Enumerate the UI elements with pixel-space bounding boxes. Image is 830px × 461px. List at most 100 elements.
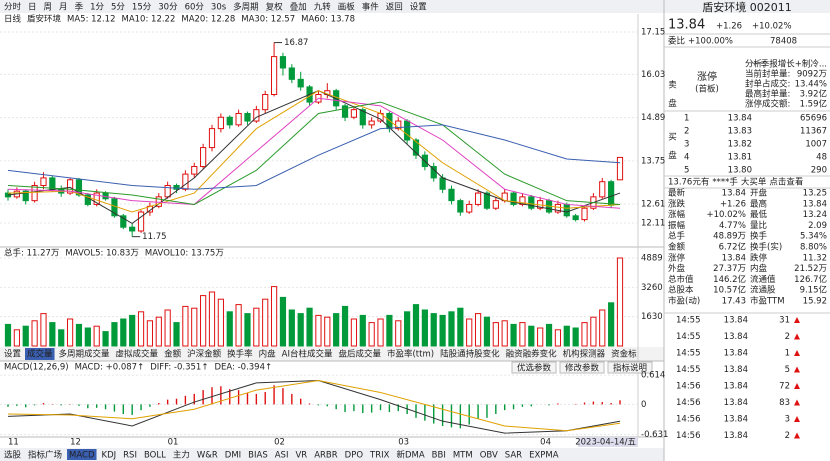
indicator-tab[interactable]: 虚拟成交量 [116, 349, 159, 360]
volume-bar [306, 307, 313, 347]
big-order: ****手 [712, 177, 738, 188]
buy-level: 3 [684, 140, 689, 150]
bottom-tab[interactable]: KDJ [102, 451, 117, 461]
macd-button[interactable] [559, 361, 605, 374]
bottom-tab[interactable]: BIAS [248, 451, 268, 461]
volume-bar [616, 257, 624, 347]
volume-bar [421, 309, 428, 347]
macd-button-label[interactable]: 指标说明 [613, 363, 647, 374]
candle-body [288, 67, 295, 80]
indicator-tab[interactable]: 多周期成交量 [59, 349, 111, 360]
toolbar-button[interactable]: 60分 [185, 3, 205, 13]
bottom-tab[interactable]: DMI [225, 451, 241, 461]
bottom-tab[interactable]: VR [295, 451, 307, 461]
buy-volume: 290 [811, 166, 827, 176]
toolbar-button[interactable]: 日 [28, 3, 37, 13]
volume-bar [474, 313, 482, 347]
volume-legend: MAVOL10: 13.75万 [145, 249, 224, 259]
macd-button[interactable] [607, 361, 653, 374]
bottom-tab[interactable]: DPO [345, 451, 364, 461]
bottom-tab[interactable]: 新DMA [396, 450, 424, 461]
volume-bar [528, 325, 535, 347]
indicator-tab[interactable]: 陆股通持股变化 [440, 349, 500, 360]
bottom-tab[interactable]: W&R [197, 451, 218, 461]
indicator-tab[interactable]: 融资融券变化 [506, 349, 558, 360]
toolbar-button[interactable]: 复权 [266, 2, 284, 13]
indicator-tab[interactable]: AI台柱成交量 [282, 349, 333, 360]
tab-active [25, 348, 55, 360]
indicator-tab[interactable]: 盘后成交量 [338, 349, 381, 360]
toolbar-button[interactable]: 事件 [362, 2, 380, 13]
bottom-tab[interactable]: SAR [505, 451, 522, 461]
volume-bar [244, 313, 251, 347]
toolbar-button[interactable]: 设置 [410, 2, 428, 13]
candle-body [120, 215, 127, 228]
bottom-tab[interactable]: ARBR [314, 451, 338, 461]
toolbar-button[interactable]: 叠加 [290, 2, 307, 13]
candle-body [40, 177, 47, 186]
macd-button[interactable] [511, 361, 557, 374]
bottom-tab[interactable]: BOLL [144, 451, 166, 461]
indicator-tab[interactable]: 沪深金额 [187, 349, 222, 360]
toolbar-button[interactable]: 5分 [111, 3, 125, 13]
toolbar-button[interactable]: 30分 [158, 3, 178, 13]
toolbar-button[interactable]: 1分 [90, 3, 104, 13]
stat-label: 市盈TTM [750, 296, 785, 307]
toolbar-button[interactable]: 画板 [338, 2, 356, 13]
macd-button-label[interactable]: 修改参数 [565, 363, 600, 374]
diff-line [7, 380, 621, 434]
toolbar-button[interactable]: 多周期 [233, 2, 259, 13]
indicator-tab[interactable]: 成交量 [27, 349, 53, 360]
tick-time: 14:55 [676, 316, 701, 326]
legend-text: 盾安环境 [27, 14, 62, 25]
volume-bar [359, 314, 366, 347]
toolbar-button[interactable]: 30s [211, 3, 227, 13]
bottom-tab[interactable]: RSI [123, 451, 137, 461]
wb: +100.00% [688, 37, 733, 47]
toolbar-button[interactable]: 月 [59, 3, 68, 13]
macd-button-label[interactable]: 优选参数 [517, 363, 552, 374]
volume-bar [572, 327, 579, 347]
tab-active [67, 449, 97, 460]
tick-time: 14:56 [676, 431, 701, 441]
indicator-tab[interactable]: 市盈率(ttm) [387, 349, 434, 360]
toolbar-button[interactable]: 15分 [132, 3, 152, 13]
volume-bar [226, 311, 233, 347]
tick-arrow [794, 383, 800, 389]
volume-bar [84, 327, 91, 347]
tick-arrow [794, 333, 800, 340]
bottom-tab[interactable]: MACD [69, 451, 95, 461]
toolbar-button[interactable]: 分时 [4, 2, 22, 13]
bottom-tab[interactable]: BBI [432, 451, 446, 461]
x-tick-label: 11 [8, 438, 19, 448]
volume-bar [324, 316, 331, 347]
toolbar-button[interactable]: 季 [75, 2, 84, 13]
bottom-tab[interactable]: ASI [275, 451, 289, 461]
stat-value: 8.80% [800, 243, 827, 253]
big-order[interactable]: 点击查看 [769, 177, 803, 188]
indicator-tab[interactable]: 资金标 [611, 349, 637, 360]
indicator-tab[interactable]: 金额 [164, 349, 182, 360]
candle-body [483, 192, 491, 209]
bottom-tab[interactable]: MTM [453, 451, 473, 461]
toolbar-button[interactable]: 九转 [314, 2, 332, 13]
indicator-tab[interactable]: 内盘 [259, 349, 277, 360]
indicator-tab[interactable]: 设置 [4, 349, 22, 360]
candle-body [448, 188, 455, 202]
toolbar-button[interactable]: 返回 [386, 2, 403, 13]
bottom-tab[interactable]: 主力 [173, 450, 190, 461]
buy-price: 13.84 [728, 114, 752, 124]
toolbar-button[interactable]: 周 [44, 3, 53, 13]
bottom-tab[interactable]: TRIX [369, 451, 390, 461]
price: 13.84 [668, 18, 705, 33]
bottom-tab[interactable]: EXPMA [529, 451, 559, 461]
indicator-tab[interactable]: 机构探测器 [563, 349, 606, 360]
candle-body [191, 166, 198, 175]
stat-label: 涨停 [668, 252, 686, 263]
bottom-tab[interactable]: 指标广场 [28, 450, 62, 461]
bottom-tab[interactable]: 选股 [4, 450, 22, 461]
bottom-tab[interactable]: OBV [480, 451, 498, 461]
tick-time: 14:55 [676, 332, 701, 342]
buy-volume: 48 [816, 153, 827, 163]
indicator-tab[interactable]: 换手率 [227, 349, 253, 360]
